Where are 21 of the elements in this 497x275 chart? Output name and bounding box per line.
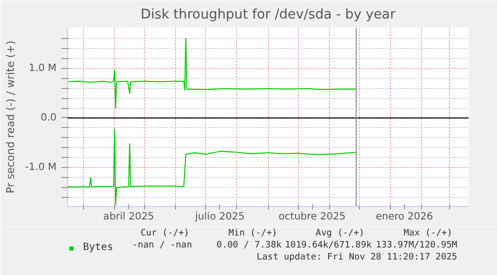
text: -nan / -nan xyxy=(132,240,192,250)
y-tick-label: 1.0 M xyxy=(28,62,57,74)
x-tick-label: julio 2025 xyxy=(194,212,245,222)
y-tick-label: 0.0 xyxy=(40,112,57,124)
text: Avg (-/+) xyxy=(316,228,364,238)
x-tick-label: abril 2025 xyxy=(103,212,154,222)
text: 1019.64k/671.89k xyxy=(284,240,372,250)
text: Max (-/+) xyxy=(404,228,452,238)
text: 0.00 / 7.38k xyxy=(216,240,282,250)
legend-label: Bytes xyxy=(83,242,114,253)
chart-title: Disk throughput for /dev/sda - by year xyxy=(140,8,396,22)
text: Last update: Fri Nov 28 11:20:17 2025 xyxy=(256,252,458,262)
y-tick-label: -1.0 M xyxy=(25,162,57,174)
x-tick-label: enero 2026 xyxy=(376,212,433,222)
text: Min (-/+) xyxy=(228,228,278,238)
text: 133.97M/120.95M xyxy=(376,240,458,250)
y-axis-title: Pr second read (-) / write (+) xyxy=(4,40,18,194)
line-series xyxy=(68,128,357,206)
text: Cur (-/+) xyxy=(140,228,190,238)
x-tick-label: octubre 2025 xyxy=(278,212,346,222)
line-series xyxy=(68,38,357,109)
